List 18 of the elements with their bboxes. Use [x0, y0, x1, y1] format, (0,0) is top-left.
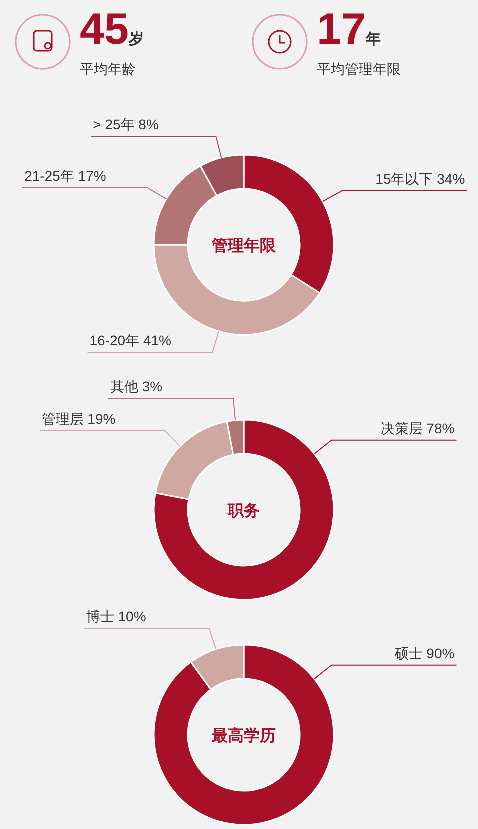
- slice-label: 管理层 19%: [42, 410, 116, 427]
- slice-label: 硕士 90%: [394, 645, 455, 662]
- text: 45: [80, 5, 129, 54]
- text: 年: [364, 31, 381, 48]
- slice-label: 15年以下 34%: [376, 171, 466, 188]
- text: 平均年龄: [80, 61, 136, 77]
- slice-label: 决策层 78%: [380, 420, 455, 436]
- text: 岁: [128, 31, 144, 48]
- slice-label: 16-20年 41%: [90, 332, 172, 349]
- text: 17: [317, 5, 366, 54]
- slice-label: > 25年 8%: [93, 116, 159, 133]
- slice-label: 博士 10%: [86, 608, 146, 624]
- slice-label: 21-25年 17%: [24, 168, 106, 184]
- text: 最高学历: [211, 726, 276, 745]
- text: 平均管理年限: [317, 61, 401, 77]
- text: 职务: [227, 502, 260, 520]
- text: 管理年限: [211, 237, 277, 255]
- slice-label: 其他 3%: [110, 378, 163, 394]
